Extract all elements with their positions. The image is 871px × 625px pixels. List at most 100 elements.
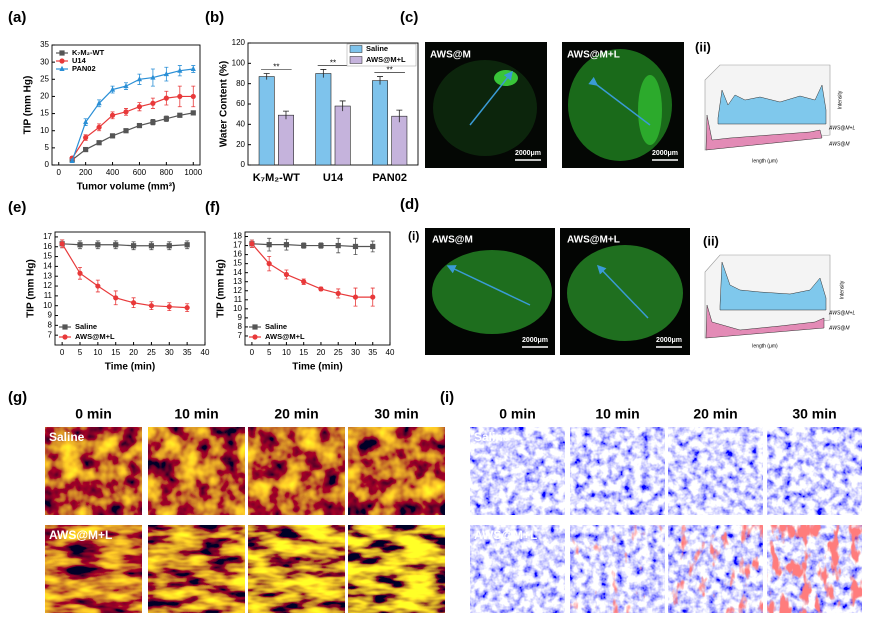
x-axis-label: Time (min) (292, 362, 342, 373)
x-tick-label: 5 (78, 348, 83, 357)
plot-frame (54, 231, 206, 346)
data-point (163, 95, 169, 101)
column-header: 0 min (75, 406, 112, 422)
column-header: 30 min (792, 406, 836, 422)
y-tick-label: 7 (48, 330, 53, 339)
x-tick-label: 800 (160, 168, 174, 177)
y-tick-label: 9 (48, 311, 53, 320)
row-label: AWS@M+L (474, 528, 537, 542)
y-tick-label: 20 (40, 92, 49, 101)
x-tick-label: 15 (299, 348, 308, 357)
y-tick-label: 30 (40, 57, 49, 66)
series-label: AWS@M+L (828, 125, 855, 131)
y-tick-label: 10 (40, 126, 49, 135)
red-overlay (668, 525, 763, 613)
data-point (352, 243, 359, 250)
y-tick-label: 35 (40, 40, 49, 49)
data-point (123, 109, 129, 115)
legend-swatch (349, 45, 363, 53)
data-point (123, 128, 129, 134)
error-bar (396, 109, 403, 123)
data-point (266, 261, 272, 267)
data-point (150, 74, 156, 80)
bar (372, 80, 388, 166)
data-point (352, 294, 359, 300)
x-tick-label: 10 (93, 348, 102, 357)
data-point (59, 241, 65, 247)
data-point (266, 242, 272, 248)
axis-label: Intensity (837, 90, 843, 109)
data-point (109, 133, 116, 139)
data-point (184, 305, 190, 311)
panel-label: (a) (8, 9, 26, 26)
y-tick-label: 5 (45, 143, 50, 152)
data-point (150, 119, 156, 125)
data-point (166, 304, 172, 310)
y-tick-label: 18 (233, 232, 242, 241)
y-tick-label: 10 (233, 304, 242, 313)
y-tick-label: 40 (236, 119, 245, 128)
arrow (596, 264, 649, 319)
column-header: 30 min (374, 406, 418, 422)
data-point (130, 300, 137, 306)
row-label: Saline (49, 430, 85, 444)
series-line (71, 112, 194, 161)
legend-label: Saline (265, 322, 287, 331)
microscopy-image (570, 427, 665, 515)
data-point (95, 283, 101, 289)
y-tick-label: 11 (44, 291, 53, 300)
bar (391, 115, 408, 166)
y-tick-label: 8 (238, 322, 243, 331)
data-point (96, 140, 102, 146)
scale-label: 2000μm (515, 150, 541, 157)
profile-plot: Intensity AWS@M+L AWS@M length (μm) (704, 254, 855, 349)
y-tick-label: 15 (233, 259, 242, 268)
legend-label: Saline (366, 44, 388, 53)
bar (258, 76, 275, 166)
data-point (69, 157, 75, 163)
microscopy-image (668, 427, 763, 515)
microscopy-image (148, 427, 245, 515)
series-label: AWS@M+L (828, 310, 855, 316)
panel-c: (c) AWS@M 2000μm AWS@M+L 2000μm (ii) Int… (400, 9, 855, 168)
profile-area (719, 261, 827, 311)
data-point (96, 124, 102, 130)
data-point (83, 118, 89, 125)
data-point (77, 270, 83, 276)
scale-label: 2000μm (656, 337, 682, 344)
x-tick-label: 40 (386, 348, 395, 357)
data-point (83, 134, 89, 141)
data-point (113, 242, 119, 248)
data-point (109, 112, 116, 118)
legend-marker (59, 50, 65, 56)
microscopy-image (470, 427, 565, 515)
panel-d: (d) (i) AWS@M 2000μm AWS@M+L 2000μm (ii)… (400, 196, 855, 355)
sub-label: (ii) (695, 39, 711, 54)
profile-area (717, 84, 827, 125)
legend-marker (252, 334, 258, 340)
legend-label: Saline (75, 322, 97, 331)
data-point (184, 242, 190, 248)
error-bar (377, 76, 384, 85)
data-point (148, 243, 155, 249)
y-tick-label: 20 (236, 140, 245, 149)
row-label: AWS@M+L (49, 528, 112, 542)
y-axis-label: TIP (mm Hg) (26, 259, 37, 318)
data-point (190, 65, 196, 71)
data-point (370, 243, 376, 250)
y-tick-label: 15 (40, 109, 49, 118)
y-tick-label: 0 (45, 160, 50, 169)
data-point (190, 93, 196, 100)
y-tick-label: 14 (233, 268, 242, 277)
microscopy-image (348, 427, 445, 515)
panel-label: (b) (205, 9, 224, 26)
y-tick-label: 16 (233, 250, 242, 259)
y-tick-label: 17 (43, 232, 52, 241)
bar (278, 114, 294, 166)
series-line (251, 243, 373, 298)
y-tick-label: 12 (233, 286, 242, 295)
data-point (177, 93, 183, 100)
y-tick-label: 10 (43, 301, 52, 310)
x-tick-label: 1000 (184, 168, 202, 177)
profile-area (705, 114, 823, 151)
